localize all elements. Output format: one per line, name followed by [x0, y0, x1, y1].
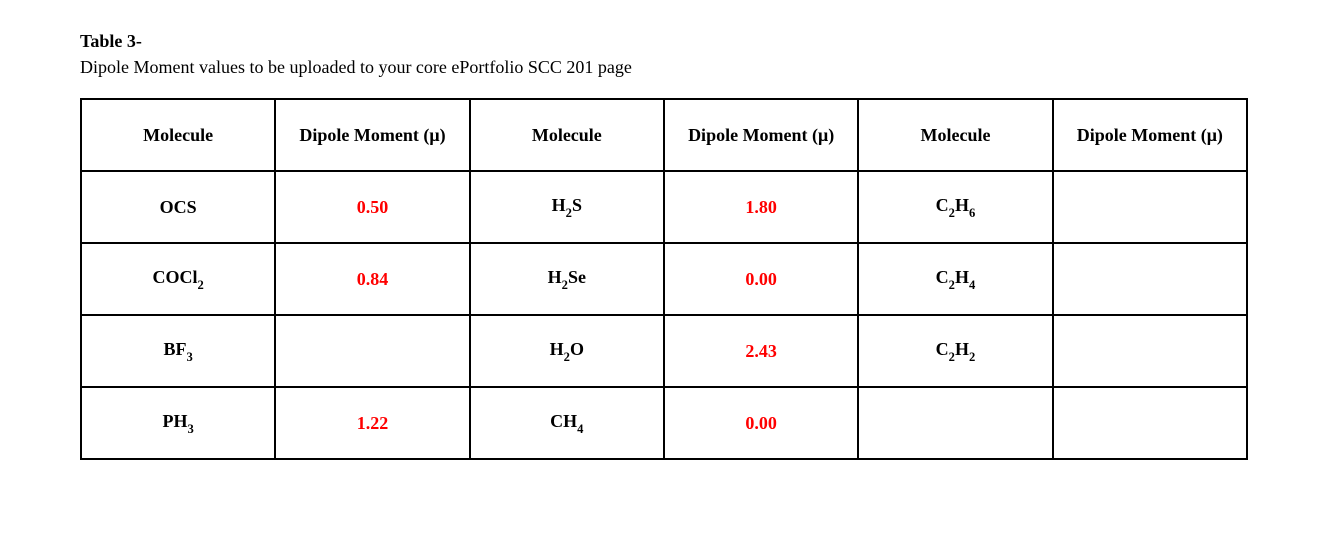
- col-header-dipole: Dipole Moment (μ): [1053, 99, 1247, 171]
- table-caption: Table 3- Dipole Moment values to be uplo…: [80, 28, 1248, 80]
- value-cell: 0.50: [275, 171, 469, 243]
- value-cell: [1053, 171, 1247, 243]
- table-row: PH3 1.22 CH4 0.00: [81, 387, 1247, 459]
- table-row: OCS 0.50 H2S 1.80 C2H6: [81, 171, 1247, 243]
- molecule-cell: C2H2: [858, 315, 1052, 387]
- molecule-cell: [858, 387, 1052, 459]
- value-cell: 0.00: [664, 387, 858, 459]
- value-cell: 1.22: [275, 387, 469, 459]
- table-body: OCS 0.50 H2S 1.80 C2H6 COCl2 0.84 H2Se 0…: [81, 171, 1247, 459]
- molecule-cell: COCl2: [81, 243, 275, 315]
- value-cell: 0.84: [275, 243, 469, 315]
- col-header-molecule: Molecule: [470, 99, 664, 171]
- value-cell: [1053, 387, 1247, 459]
- molecule-cell: OCS: [81, 171, 275, 243]
- col-header-dipole: Dipole Moment (μ): [664, 99, 858, 171]
- molecule-cell: C2H4: [858, 243, 1052, 315]
- table-caption-text: Dipole Moment values to be uploaded to y…: [80, 57, 632, 77]
- col-header-dipole: Dipole Moment (μ): [275, 99, 469, 171]
- molecule-cell: CH4: [470, 387, 664, 459]
- value-cell: 1.80: [664, 171, 858, 243]
- table-row: COCl2 0.84 H2Se 0.00 C2H4: [81, 243, 1247, 315]
- value-cell: 2.43: [664, 315, 858, 387]
- table-row: BF3 H2O 2.43 C2H2: [81, 315, 1247, 387]
- col-header-molecule: Molecule: [858, 99, 1052, 171]
- molecule-cell: BF3: [81, 315, 275, 387]
- value-cell: [1053, 243, 1247, 315]
- value-cell: [1053, 315, 1247, 387]
- molecule-cell: C2H6: [858, 171, 1052, 243]
- value-cell: [275, 315, 469, 387]
- molecule-cell: H2O: [470, 315, 664, 387]
- col-header-molecule: Molecule: [81, 99, 275, 171]
- dipole-table: Molecule Dipole Moment (μ) Molecule Dipo…: [80, 98, 1248, 460]
- table-header-row: Molecule Dipole Moment (μ) Molecule Dipo…: [81, 99, 1247, 171]
- value-cell: 0.00: [664, 243, 858, 315]
- molecule-cell: PH3: [81, 387, 275, 459]
- molecule-cell: H2S: [470, 171, 664, 243]
- table-label: Table 3-: [80, 31, 142, 51]
- molecule-cell: H2Se: [470, 243, 664, 315]
